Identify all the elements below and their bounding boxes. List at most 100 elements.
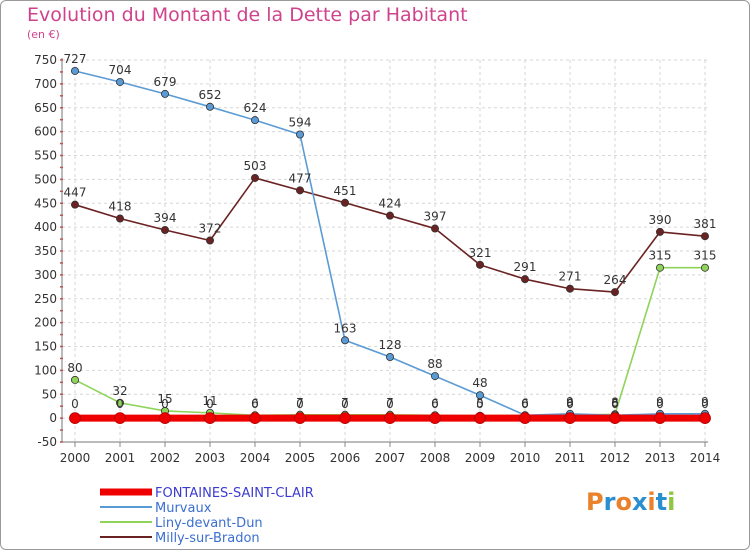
y-tick-label: 650 xyxy=(34,101,57,115)
x-tick-label: 2001 xyxy=(105,451,136,465)
data-point xyxy=(71,200,80,209)
x-tick-label: 2007 xyxy=(375,451,406,465)
x-tick-label: 2005 xyxy=(285,451,316,465)
data-point xyxy=(339,412,351,425)
data-point xyxy=(159,412,171,425)
data-point xyxy=(474,412,486,425)
x-tick-label: 2013 xyxy=(645,451,676,465)
data-point xyxy=(250,173,259,182)
data-label: 679 xyxy=(154,75,177,89)
series-layer xyxy=(69,66,711,425)
x-tick-label: 2004 xyxy=(240,451,271,465)
y-tick-label: 150 xyxy=(34,340,57,354)
legend-label: FONTAINES-SAINT-CLAIR xyxy=(155,486,314,501)
data-label: 0 xyxy=(71,397,79,411)
series-milly-sur-bradon xyxy=(71,173,710,297)
data-label: 9 xyxy=(701,395,709,409)
data-point xyxy=(295,186,304,195)
y-tick-label: 100 xyxy=(34,363,57,377)
data-point xyxy=(656,263,665,272)
x-tick-label: 2006 xyxy=(330,451,361,465)
legend-item: FONTAINES-SAINT-CLAIR xyxy=(100,486,314,501)
legend-item: Murvaux xyxy=(100,501,212,516)
data-label: 0 xyxy=(296,397,304,411)
y-tick-label: 250 xyxy=(34,292,57,306)
data-point xyxy=(385,353,394,362)
data-point xyxy=(294,412,306,425)
data-label: 0 xyxy=(521,397,529,411)
data-label: 9 xyxy=(656,395,664,409)
data-point xyxy=(71,375,80,384)
data-label: 0 xyxy=(341,397,349,411)
data-label: 447 xyxy=(64,186,87,200)
data-point xyxy=(295,130,304,139)
data-label: 9 xyxy=(566,395,574,409)
data-point xyxy=(250,116,259,125)
y-tick-label: 200 xyxy=(34,316,57,330)
data-point xyxy=(340,336,349,345)
x-tick-label: 2003 xyxy=(195,451,226,465)
data-label: 0 xyxy=(116,397,124,411)
data-label: 0 xyxy=(206,397,214,411)
data-label: 394 xyxy=(154,211,177,225)
y-tick-label: 50 xyxy=(42,387,57,401)
data-label: 163 xyxy=(334,321,357,335)
data-label: 372 xyxy=(199,221,222,235)
y-tick-label: 500 xyxy=(34,172,57,186)
data-label: 48 xyxy=(472,376,487,390)
data-point xyxy=(564,412,576,425)
data-label: 477 xyxy=(289,171,312,185)
data-label: 594 xyxy=(289,115,312,129)
data-point xyxy=(69,412,81,425)
data-label: 652 xyxy=(199,88,222,102)
data-label: 424 xyxy=(379,197,402,211)
data-point xyxy=(521,275,530,284)
data-point xyxy=(205,236,214,245)
data-point xyxy=(116,77,125,86)
data-point xyxy=(656,227,665,236)
x-tick-label: 2012 xyxy=(600,451,631,465)
data-label: 704 xyxy=(109,63,132,77)
data-point xyxy=(71,66,80,75)
grid xyxy=(62,59,708,443)
x-tick-label: 2000 xyxy=(60,451,91,465)
legend-label: Liny-devant-Dun xyxy=(155,516,263,531)
y-tick-label: 600 xyxy=(34,125,57,139)
y-tick-label: -50 xyxy=(37,435,57,449)
chart-title: Evolution du Montant de la Dette par Hab… xyxy=(27,4,468,26)
data-label: 88 xyxy=(427,357,442,371)
data-label: 315 xyxy=(649,249,672,263)
data-label: 397 xyxy=(424,210,447,224)
proxiti-logo: Proxiti xyxy=(586,488,676,516)
data-label: 7 xyxy=(386,396,394,410)
data-point xyxy=(160,89,169,98)
x-tick-label: 2002 xyxy=(150,451,181,465)
y-tick-label: 400 xyxy=(34,220,57,234)
data-point xyxy=(204,412,216,425)
data-label: 271 xyxy=(559,270,582,284)
data-point xyxy=(475,260,484,269)
legend-label: Murvaux xyxy=(155,501,212,516)
data-label: 727 xyxy=(64,52,87,66)
data-point xyxy=(430,372,439,381)
data-label: 381 xyxy=(694,217,717,231)
data-label: 7 xyxy=(341,396,349,410)
data-point xyxy=(519,412,531,425)
data-label: 624 xyxy=(244,101,267,115)
data-point xyxy=(160,225,169,234)
data-point xyxy=(116,398,125,407)
unit-label: (en €) xyxy=(27,28,60,41)
data-label: 418 xyxy=(109,200,132,214)
legend-label: Milly-sur-Bradon xyxy=(155,531,260,546)
data-label: 6 xyxy=(611,396,619,410)
data-point xyxy=(429,412,441,425)
data-label: 264 xyxy=(604,273,627,287)
y-tick-label: 550 xyxy=(34,149,57,163)
data-label: 0 xyxy=(251,397,259,411)
data-label: 0 xyxy=(611,397,619,411)
data-label: 15 xyxy=(157,392,172,406)
legend-item: Liny-devant-Dun xyxy=(100,516,263,531)
data-label: 7 xyxy=(296,396,304,410)
